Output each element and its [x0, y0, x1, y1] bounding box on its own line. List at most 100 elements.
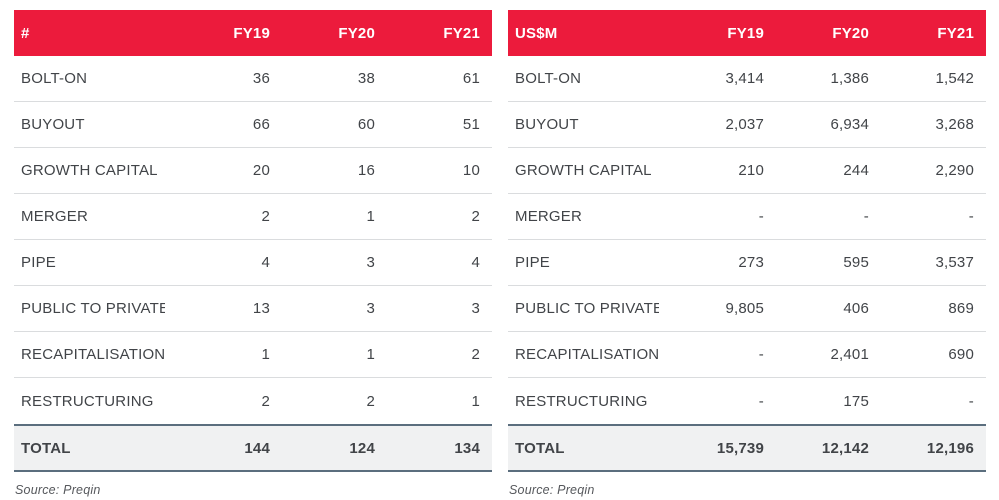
total-fy20: 12,142 — [821, 439, 869, 457]
column-header-fy21: FY21 — [443, 24, 480, 42]
cell-fy19: 1 — [261, 346, 270, 363]
total-fy19: 15,739 — [716, 439, 764, 457]
row-label: BOLT-ON — [515, 70, 582, 87]
cell-fy20: 3 — [366, 254, 375, 271]
table-body: BOLT-ON 36 38 61 BUYOUT 66 60 51 GROWTH CAPITAL 2… — [14, 56, 492, 424]
cell-fy20: 3 — [366, 300, 375, 317]
column-header-fy20: FY20 — [832, 24, 869, 42]
cell-fy19: 273 — [738, 254, 764, 271]
total-fy19: 144 — [244, 439, 270, 457]
column-header-fy19: FY19 — [727, 24, 764, 42]
table-header-row: US$M FY19 FY20 FY21 — [508, 10, 986, 56]
cell-fy21: 1 — [471, 392, 480, 410]
table-row: RECAPITALISATION 1 1 2 — [14, 332, 492, 378]
cell-fy19: 66 — [252, 116, 270, 133]
table-row: PIPE 273 595 3,537 — [508, 240, 986, 286]
cell-fy19: - — [758, 346, 764, 363]
cell-fy21: - — [968, 392, 974, 410]
source-note: Source: Preqin — [15, 483, 101, 497]
cell-fy21: 3 — [471, 300, 480, 317]
cell-fy20: 175 — [843, 392, 869, 410]
table-row: PIPE 4 3 4 — [14, 240, 492, 286]
table-row: BOLT-ON 3,414 1,386 1,542 — [508, 56, 986, 102]
cell-fy20: 38 — [357, 70, 375, 87]
table-row: RECAPITALISATION - 2,401 690 — [508, 332, 986, 378]
table-row: GROWTH CAPITAL 20 16 10 — [14, 148, 492, 194]
cell-fy21: 690 — [948, 346, 974, 363]
total-row: TOTAL 144 124 134 — [14, 424, 492, 472]
row-label: PUBLIC TO PRIVATE — [515, 300, 659, 317]
source-note: Source: Preqin — [509, 483, 595, 497]
cell-fy20: 1 — [366, 208, 375, 225]
deal-value-table: US$M FY19 FY20 FY21 BOLT-ON 3,414 1,386 1,5… — [508, 10, 986, 497]
corner-header-usdm: US$M — [515, 24, 558, 42]
total-fy21: 134 — [454, 439, 480, 457]
corner-header-count: # — [21, 24, 30, 42]
row-label: PUBLIC TO PRIVATE — [21, 300, 165, 317]
cell-fy19: 2 — [261, 208, 270, 225]
table-row: PUBLIC TO PRIVATE 13 3 3 — [14, 286, 492, 332]
cell-fy21: 3,537 — [935, 254, 974, 271]
column-header-fy21: FY21 — [937, 24, 974, 42]
cell-fy20: 6,934 — [830, 116, 869, 133]
cell-fy21: 61 — [462, 70, 480, 87]
cell-fy20: 16 — [357, 162, 375, 179]
cell-fy21: 51 — [462, 116, 480, 133]
row-label: BUYOUT — [21, 116, 85, 133]
total-label: TOTAL — [515, 439, 565, 457]
table-row: BOLT-ON 36 38 61 — [14, 56, 492, 102]
cell-fy21: 2 — [471, 208, 480, 225]
cell-fy19: - — [758, 392, 764, 410]
total-row: TOTAL 15,739 12,142 12,196 — [508, 424, 986, 472]
row-label: RESTRUCTURING — [515, 392, 648, 410]
row-label: RECAPITALISATION — [515, 346, 659, 363]
cell-fy21: 2 — [471, 346, 480, 363]
cell-fy21: 869 — [948, 300, 974, 317]
table-row: PUBLIC TO PRIVATE 9,805 406 869 — [508, 286, 986, 332]
row-label: BOLT-ON — [21, 70, 88, 87]
cell-fy21: 4 — [471, 254, 480, 271]
row-label: PIPE — [515, 254, 550, 271]
total-label: TOTAL — [21, 439, 71, 457]
deal-count-table: # FY19 FY20 FY21 BOLT-ON 36 38 61 BUYOUT 66 60… — [14, 10, 492, 497]
row-label: GROWTH CAPITAL — [515, 162, 652, 179]
cell-fy19: 36 — [252, 70, 270, 87]
column-header-fy19: FY19 — [233, 24, 270, 42]
cell-fy20: - — [863, 208, 869, 225]
cell-fy21: 3,268 — [935, 116, 974, 133]
row-label: PIPE — [21, 254, 56, 271]
total-fy20: 124 — [349, 439, 375, 457]
row-label: GROWTH CAPITAL — [21, 162, 158, 179]
row-label: RESTRUCTURING — [21, 392, 154, 410]
cell-fy19: 210 — [738, 162, 764, 179]
table-row: MERGER - - - — [508, 194, 986, 240]
table-body: BOLT-ON 3,414 1,386 1,542 BUYOUT 2,037 6,934 3,… — [508, 56, 986, 424]
cell-fy20: 60 — [357, 116, 375, 133]
cell-fy20: 595 — [843, 254, 869, 271]
cell-fy19: - — [758, 208, 764, 225]
table-row: BUYOUT 66 60 51 — [14, 102, 492, 148]
row-label: MERGER — [21, 208, 89, 225]
cell-fy21: - — [968, 208, 974, 225]
cell-fy21: 10 — [462, 162, 480, 179]
cell-fy20: 1,386 — [830, 70, 869, 87]
cell-fy20: 2 — [366, 392, 375, 410]
cell-fy19: 9,805 — [725, 300, 764, 317]
cell-fy19: 3,414 — [725, 70, 764, 87]
table-row: BUYOUT 2,037 6,934 3,268 — [508, 102, 986, 148]
row-label: RECAPITALISATION — [21, 346, 165, 363]
cell-fy21: 2,290 — [935, 162, 974, 179]
cell-fy19: 2,037 — [725, 116, 764, 133]
cell-fy19: 13 — [252, 300, 270, 317]
table-row: RESTRUCTURING 2 2 1 — [14, 378, 492, 424]
cell-fy19: 2 — [261, 392, 270, 410]
column-header-fy20: FY20 — [338, 24, 375, 42]
table-row: RESTRUCTURING - 175 - — [508, 378, 986, 424]
row-label: BUYOUT — [515, 116, 579, 133]
table-header-row: # FY19 FY20 FY21 — [14, 10, 492, 56]
cell-fy20: 2,401 — [830, 346, 869, 363]
cell-fy21: 1,542 — [935, 70, 974, 87]
table-row: GROWTH CAPITAL 210 244 2,290 — [508, 148, 986, 194]
cell-fy20: 1 — [366, 346, 375, 363]
